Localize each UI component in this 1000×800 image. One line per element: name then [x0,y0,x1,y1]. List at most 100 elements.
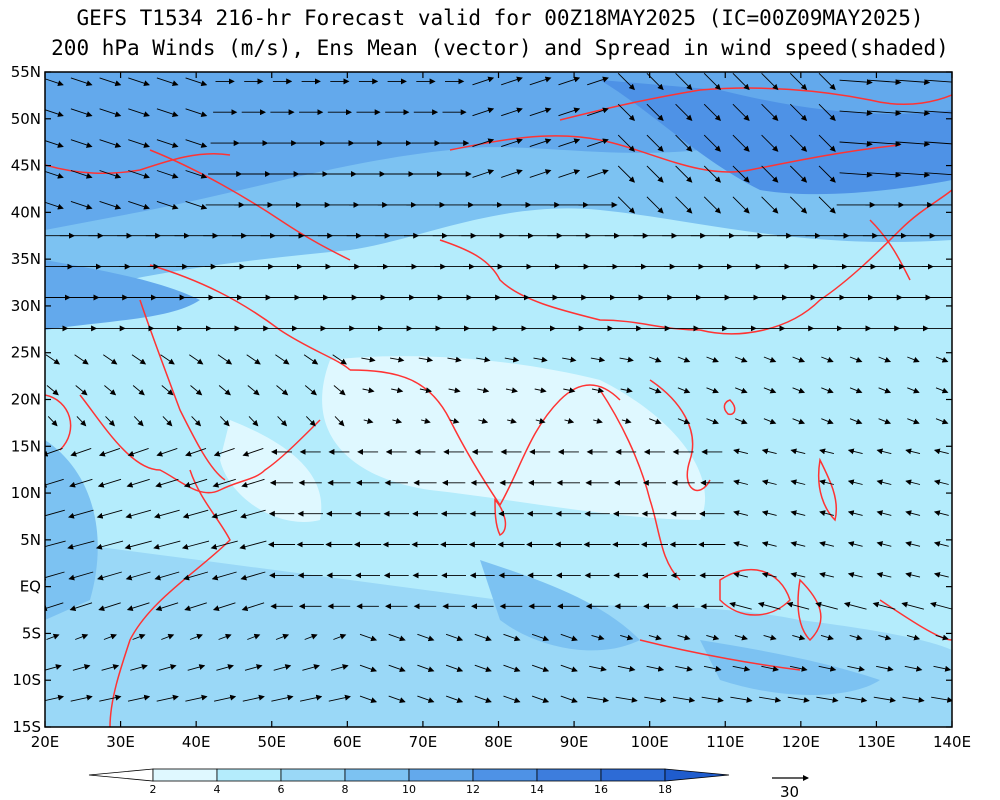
wind-vector [247,385,260,396]
wind-vector [388,633,406,642]
wind-vector [876,541,892,547]
wind-vector [790,571,806,578]
wind-vector [818,134,836,152]
wind-vector [534,387,547,394]
wind-vector [128,77,150,87]
wind-vector [501,169,523,178]
wind-vector [476,356,491,363]
wind-vector [587,76,609,86]
wind-vector [905,479,921,486]
wind-vector [304,385,317,396]
wind-vector [101,664,120,671]
wind-vector [303,354,319,365]
wind-vector [907,387,920,394]
wind-vector [334,416,345,427]
wind-vector [790,479,806,486]
wind-vector [558,138,581,148]
wind-vector [792,356,806,363]
colorbar-segment [152,768,218,782]
wind-vector [388,664,406,673]
wind-vector [328,694,351,702]
wind-vector [95,540,124,550]
wind-vector [105,416,115,427]
wind-vector [819,510,835,517]
wind-vector [45,571,65,581]
spread-shading-arabian [220,420,322,522]
lat-tick-label: 15S [12,718,41,736]
wind-vector [302,664,320,671]
wind-vector [649,356,662,363]
wind-vector [128,200,150,210]
wind-vector [733,479,749,486]
wind-vector [790,510,806,517]
wind-vector [818,165,836,183]
wind-vector [211,509,238,519]
wind-vector [763,387,777,394]
wind-vector [732,103,750,122]
wind-vector [786,601,810,610]
wind-vector [621,418,632,424]
colorbar-label: 4 [214,783,221,796]
wind-vector [703,665,722,672]
wind-vector [839,79,873,86]
wind-vector [75,633,89,640]
wind-vector [703,134,722,152]
wind-vector [271,694,294,702]
wind-vector [821,387,834,394]
colorbar-segment [280,768,346,782]
wind-vector [529,169,552,178]
wind-vector [933,571,949,578]
wind-vector [730,696,753,703]
wind-vector [935,387,949,394]
wind-vector [218,385,231,396]
wind-vector [46,385,59,396]
colorbar-high-triangle [664,768,730,782]
wind-vector [792,387,806,394]
lat-tick-label: 10S [12,671,41,689]
wind-vector [503,664,521,673]
wind-vector [128,170,150,179]
wind-vector [847,448,863,455]
wind-vector [97,571,122,581]
wind-vector [99,170,122,179]
wind-vector [646,134,664,152]
wind-vector [277,416,288,427]
wind-vector [905,571,921,578]
wind-vector [590,356,606,363]
wind-vector [67,540,95,550]
wind-vector [733,571,749,578]
wind-vector [818,103,836,122]
wind-vector [868,140,902,147]
wind-vector [589,665,607,672]
wind-vector [820,634,834,641]
wind-vector [361,356,376,363]
wind-vector [388,695,406,703]
wind-vector [761,510,777,517]
wind-vector [529,76,552,86]
wind-vector [184,602,207,612]
wind-vector [74,354,89,365]
wind-vector [677,634,691,641]
wind-vector [504,356,520,363]
wind-vector [789,665,808,672]
wind-vector [158,664,177,671]
lon-tick-label: 140E [933,733,971,751]
colorbar-segment [408,768,474,782]
lat-tick-label: 25N [11,344,41,362]
wind-vector [761,541,777,547]
lat-tick-label: 10N [11,484,41,502]
wind-vector [191,416,202,427]
wind-vector [160,354,175,365]
wind-vector [127,694,151,702]
wind-vector [392,418,403,424]
colorbar-label: 16 [594,783,608,796]
wind-vector [219,416,230,427]
wind-vector [477,387,490,394]
colorbar-segment [216,768,282,782]
wind-vector [587,169,609,178]
lon-tick-label: 20E [31,733,60,751]
wind-vector [876,510,892,517]
wind-vector [646,196,664,214]
wind-vector [868,171,902,178]
wind-vector [305,416,316,427]
